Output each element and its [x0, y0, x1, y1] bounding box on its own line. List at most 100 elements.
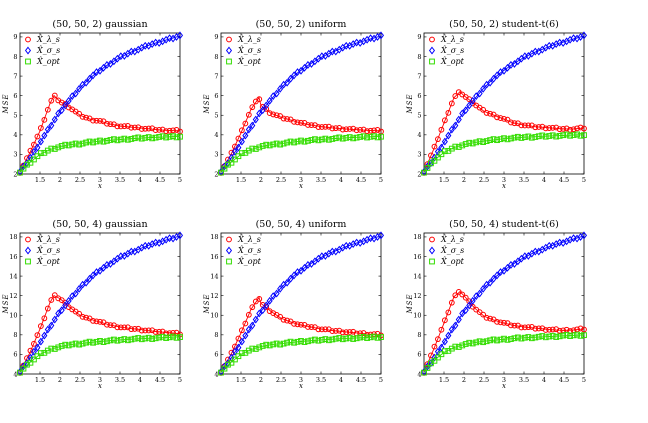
series-marker	[17, 169, 23, 176]
data-point	[360, 129, 362, 131]
y-tick-label: 8	[214, 331, 218, 339]
data-point	[330, 329, 332, 332]
series-marker	[339, 126, 346, 133]
data-point	[109, 262, 111, 264]
data-point	[533, 136, 535, 138]
series-marker	[280, 115, 287, 122]
data-point	[79, 287, 81, 289]
series-marker	[308, 324, 315, 330]
data-point	[69, 298, 71, 301]
data-point	[573, 329, 575, 331]
y-tick-label: 9	[214, 33, 218, 41]
x-tick-label: 2.5	[479, 376, 489, 384]
series-marker	[34, 153, 41, 160]
data-point	[240, 132, 242, 134]
y-tick-label: 18	[210, 233, 218, 241]
series-marker	[556, 126, 563, 133]
data-point	[99, 120, 101, 122]
legend-label: X̂_opt	[440, 57, 465, 66]
series-marker	[563, 131, 570, 138]
x-tick-label: 3.5	[519, 176, 529, 184]
series-marker	[581, 326, 587, 333]
series-marker	[462, 294, 469, 301]
data-point	[573, 128, 575, 130]
series-marker	[48, 345, 55, 352]
series-marker	[17, 369, 23, 376]
x-tick-label: 3	[98, 376, 102, 384]
legend-marker	[225, 46, 233, 55]
series-marker	[448, 125, 455, 134]
series-marker	[121, 135, 128, 142]
data-point	[370, 129, 372, 132]
series-marker	[455, 115, 462, 124]
series-marker	[41, 131, 48, 140]
series-marker	[259, 343, 266, 349]
data-point	[360, 332, 362, 334]
x-tick-label: 5	[379, 176, 383, 184]
series-marker	[441, 137, 448, 146]
series-marker	[30, 347, 37, 356]
series-marker	[277, 341, 284, 348]
series-marker	[90, 71, 97, 80]
data-point	[139, 328, 141, 331]
series-marker	[367, 133, 374, 140]
data-point	[240, 353, 242, 356]
series-marker	[83, 314, 89, 321]
series-marker	[466, 301, 473, 310]
series-marker	[494, 318, 500, 325]
x-axis-label: x	[299, 382, 303, 390]
series-marker	[242, 131, 249, 140]
data-point	[139, 338, 141, 340]
y-axis-label: MSE	[2, 293, 10, 314]
data-point	[129, 138, 131, 140]
data-point	[139, 127, 141, 129]
series-marker	[173, 334, 180, 341]
series-marker	[311, 257, 318, 266]
data-point	[503, 138, 505, 140]
data-point	[463, 310, 465, 312]
series-marker	[20, 365, 27, 372]
series-marker	[235, 343, 242, 352]
series-marker	[367, 334, 374, 341]
series-marker	[308, 137, 315, 143]
series-marker	[298, 321, 304, 328]
series-marker	[490, 274, 497, 283]
series-marker	[549, 132, 556, 139]
series-marker	[273, 289, 280, 298]
series-marker	[291, 271, 298, 280]
data-point	[320, 256, 322, 259]
series-marker	[459, 109, 466, 118]
series-marker	[371, 133, 377, 140]
x-tick-label: 3	[299, 176, 303, 184]
legend-marker	[226, 258, 232, 265]
series-marker	[259, 143, 266, 149]
data-point	[99, 140, 101, 142]
series-marker	[298, 338, 304, 344]
data-point	[563, 41, 565, 43]
chart-panel-6: (50, 50, 4) student-t(6) 1.5 2 2.5 3 3.5 4 4.5 5…	[406, 219, 588, 390]
data-point	[503, 338, 505, 340]
series-marker	[581, 125, 587, 132]
series-marker	[90, 339, 96, 346]
series-marker	[273, 140, 280, 147]
series-marker	[238, 350, 245, 357]
legend: X̂_λ_s X̂_σ_s X̂_opt	[24, 235, 61, 266]
data-point	[119, 256, 121, 259]
data-point	[29, 361, 31, 363]
series-marker	[452, 292, 459, 299]
data-point	[483, 110, 485, 112]
series-marker	[346, 134, 353, 140]
data-point	[443, 322, 445, 324]
series-marker	[445, 331, 452, 340]
data-point	[119, 56, 121, 59]
y-tick-label: 12	[210, 292, 218, 300]
data-point	[179, 333, 181, 335]
series-marker	[294, 338, 301, 345]
series-marker	[97, 137, 103, 144]
series-marker	[138, 135, 145, 142]
data-point	[553, 244, 555, 246]
series-marker	[357, 330, 364, 337]
series-marker	[177, 133, 183, 140]
series-line	[19, 295, 181, 373]
